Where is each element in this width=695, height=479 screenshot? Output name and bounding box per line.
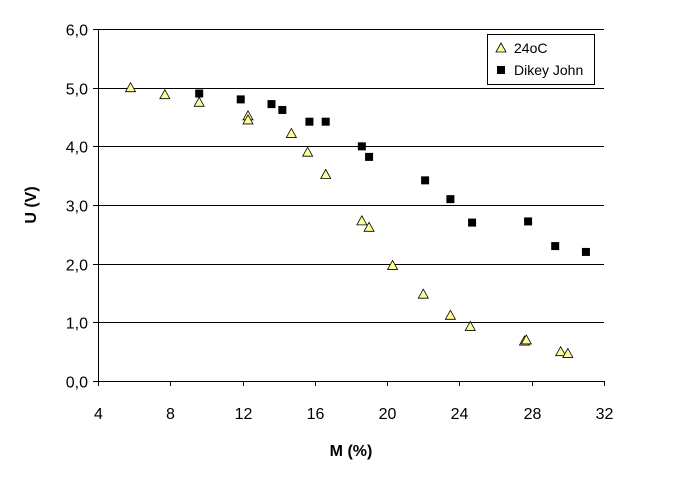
y-tick-label: 0,0 [66,375,88,392]
x-tick-label: 16 [307,406,325,423]
legend-marker-24oc [495,42,507,53]
point-24oc [320,168,332,179]
point-dikey-john [365,152,374,161]
gridlines [98,29,604,323]
x-tick-label: 12 [235,406,253,423]
point-24oc [554,345,567,357]
point-dikey-john [446,195,455,204]
point-dikey-john [195,89,204,98]
legend: 24oC Dikey John [487,34,595,85]
legend-marker-dikey-john [497,66,505,74]
y-tick-label: 4,0 [66,140,88,157]
point-24oc [444,309,457,320]
point-24oc [562,347,574,358]
point-24oc [159,88,171,100]
point-24oc [464,320,476,331]
point-dikey-john [278,105,287,114]
x-tick-label: 24 [451,406,469,423]
x-tick-label: 28 [524,406,542,423]
point-dikey-john [305,117,314,126]
point-24oc [124,81,137,93]
point-24oc [356,215,368,226]
x-tick-label: 20 [379,406,397,423]
point-24oc [193,96,205,107]
point-dikey-john [581,247,590,256]
point-dikey-john [357,142,366,151]
point-24oc [417,288,429,299]
x-tick-label: 4 [94,406,103,423]
point-24oc [301,146,314,157]
legend-box [487,34,595,85]
point-dikey-john [421,176,430,185]
point-dikey-john [321,117,330,126]
x-tick-label: 32 [596,406,614,423]
point-dikey-john [267,100,276,109]
y-tick-label: 2,0 [66,258,88,275]
y-tick-label: 6,0 [66,23,88,40]
point-dikey-john [236,95,245,104]
point-24oc [386,259,399,270]
point-dikey-john [524,217,533,226]
point-dikey-john [468,218,477,227]
axes [93,29,605,386]
x-tick-label: 8 [166,406,175,423]
y-tick-label: 1,0 [66,316,88,333]
y-axis-title: U (V) [23,186,40,223]
x-axis-title: M (%) [330,443,373,460]
tick-labels: 0,0 1,0 2,0 3,0 4,0 5,0 6,0 4 8 12 16 20 24 28 32 [66,23,614,424]
y-tick-label: 5,0 [66,82,88,99]
point-24oc [363,221,375,232]
legend-label-dikey-john: Dikey John [514,62,583,78]
data-marks [124,81,590,358]
point-dikey-john [551,242,560,251]
point-24oc [285,127,298,138]
point-24oc [520,334,532,345]
point-24oc [242,114,254,125]
legend-label-24oc: 24oC [514,40,547,56]
y-tick-label: 3,0 [66,199,88,216]
